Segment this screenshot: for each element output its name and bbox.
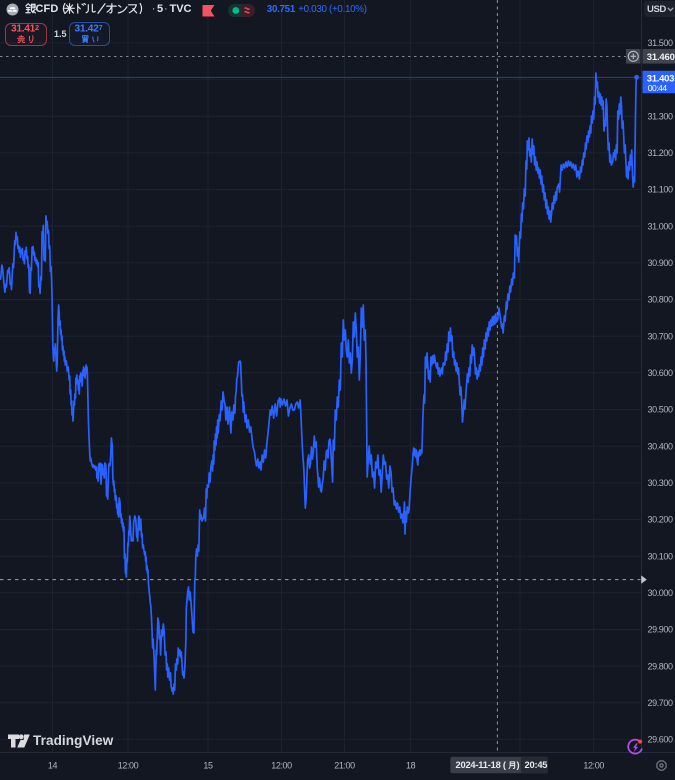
svg-text:30.900: 30.900 (648, 258, 674, 268)
svg-text:30.700: 30.700 (648, 331, 674, 341)
svg-text:31.000: 31.000 (648, 221, 674, 231)
svg-text:14: 14 (48, 761, 58, 771)
svg-text:30.800: 30.800 (648, 295, 674, 305)
svg-text:30.000: 30.000 (648, 588, 674, 598)
svg-text:31.460: 31.460 (647, 52, 675, 63)
svg-text:12:00: 12:00 (583, 761, 604, 771)
svg-text:18: 18 (406, 761, 416, 771)
svg-text:29.800: 29.800 (648, 661, 674, 671)
svg-text:30.300: 30.300 (648, 478, 674, 488)
svg-text:29.600: 29.600 (648, 735, 674, 745)
svg-text:29.900: 29.900 (648, 625, 674, 635)
svg-text:31.300: 31.300 (648, 111, 674, 121)
svg-text:00:44: 00:44 (648, 83, 668, 93)
svg-text:15: 15 (203, 761, 213, 771)
svg-text:30.400: 30.400 (648, 441, 674, 451)
svg-text:30.500: 30.500 (648, 405, 674, 415)
svg-text:29.700: 29.700 (648, 698, 674, 708)
svg-text:12:00: 12:00 (271, 761, 292, 771)
svg-text:31.200: 31.200 (648, 148, 674, 158)
svg-text:30.100: 30.100 (648, 551, 674, 561)
svg-text:30.200: 30.200 (648, 515, 674, 525)
svg-text:31.100: 31.100 (648, 185, 674, 195)
svg-text:31.500: 31.500 (648, 38, 674, 48)
svg-text:30.600: 30.600 (648, 368, 674, 378)
svg-text:31.403: 31.403 (647, 74, 674, 85)
svg-text:21:00: 21:00 (334, 761, 355, 771)
svg-text:12:00: 12:00 (118, 761, 139, 771)
